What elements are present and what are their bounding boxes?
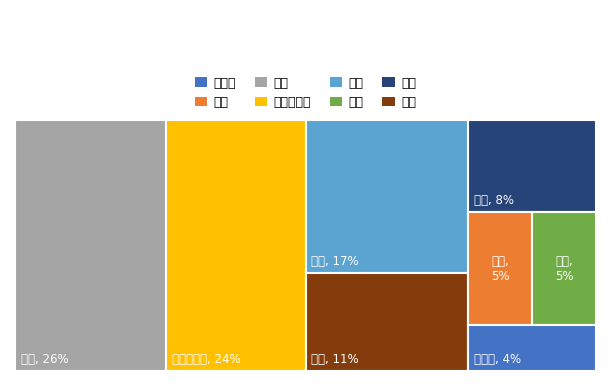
FancyBboxPatch shape <box>468 325 596 371</box>
FancyBboxPatch shape <box>15 120 166 371</box>
Text: 近畿, 17%: 近畿, 17% <box>312 254 359 267</box>
Text: 中国,
5%: 中国, 5% <box>555 254 573 283</box>
Legend: 北海道, 東北, 関東, 東海・中部, 近畿, 中国, 四国, 九州: 北海道, 東北, 関東, 東海・中部, 近畿, 中国, 四国, 九州 <box>190 71 421 114</box>
FancyBboxPatch shape <box>468 120 596 212</box>
Text: 東海・中部, 24%: 東海・中部, 24% <box>172 353 241 366</box>
Text: 東北,
5%: 東北, 5% <box>491 254 510 283</box>
FancyBboxPatch shape <box>306 273 468 371</box>
Text: 四国, 8%: 四国, 8% <box>474 193 514 207</box>
FancyBboxPatch shape <box>532 212 596 325</box>
FancyBboxPatch shape <box>468 212 532 325</box>
FancyBboxPatch shape <box>166 120 306 371</box>
Text: 九州, 11%: 九州, 11% <box>312 353 359 366</box>
Text: 関東, 26%: 関東, 26% <box>21 353 68 366</box>
Text: 北海道, 4%: 北海道, 4% <box>474 353 521 366</box>
FancyBboxPatch shape <box>306 120 468 273</box>
